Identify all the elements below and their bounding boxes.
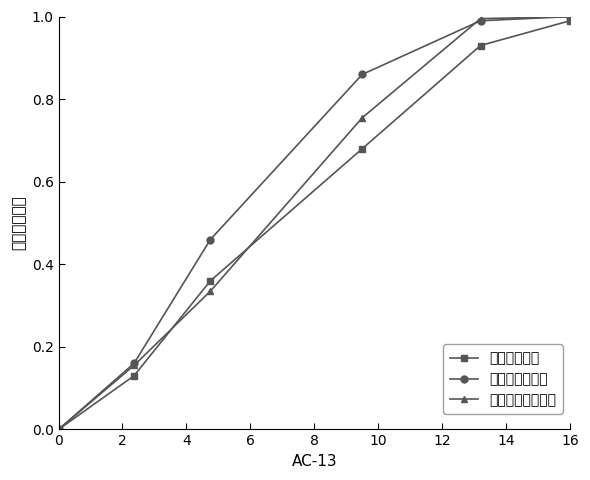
椭球体近似体视学 [359,115,366,120]
Line: 机械筛分级配: 机械筛分级配 [55,17,573,433]
机械筛分级配 [566,18,573,24]
机械筛分级配 [130,373,137,379]
机械筛分级配 [359,146,366,152]
球体近似体视学 [130,360,137,366]
球体近似体视学 [207,237,214,242]
球体近似体视学 [566,14,573,20]
X-axis label: AC-13: AC-13 [291,454,337,469]
Legend: 机械筛分级配, 球体近似体视学, 椭球体近似体视学: 机械筛分级配, 球体近似体视学, 椭球体近似体视学 [443,345,563,414]
椭球体近似体视学 [566,14,573,20]
机械筛分级配 [55,427,62,432]
机械筛分级配 [207,278,214,284]
Y-axis label: 机械筛分级配: 机械筛分级配 [11,196,26,251]
Line: 椭球体近似体视学: 椭球体近似体视学 [55,13,573,433]
Line: 球体近似体视学: 球体近似体视学 [55,13,573,433]
椭球体近似体视学 [55,427,62,432]
球体近似体视学 [55,427,62,432]
机械筛分级配 [477,43,484,48]
球体近似体视学 [477,18,484,24]
椭球体近似体视学 [477,16,484,22]
椭球体近似体视学 [130,362,137,368]
球体近似体视学 [359,72,366,77]
椭球体近似体视学 [207,288,214,294]
